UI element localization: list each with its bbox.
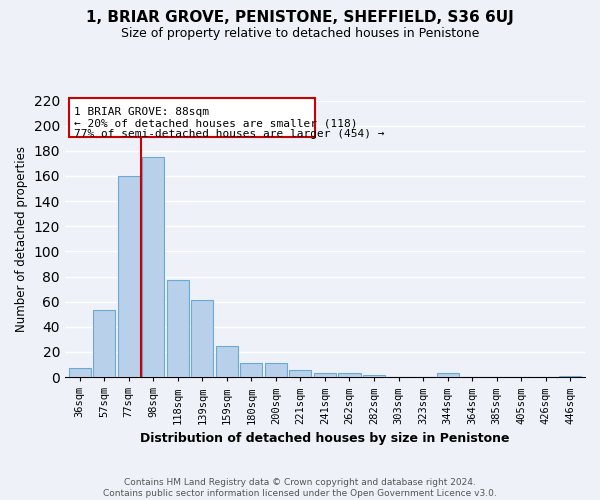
- Bar: [241, 364, 262, 377]
- Bar: [363, 374, 385, 377]
- Text: 1 BRIAR GROVE: 88sqm: 1 BRIAR GROVE: 88sqm: [74, 107, 209, 117]
- Text: 77% of semi-detached houses are larger (454) →: 77% of semi-detached houses are larger (…: [74, 129, 384, 139]
- Text: Contains HM Land Registry data © Crown copyright and database right 2024.
Contai: Contains HM Land Registry data © Crown c…: [103, 478, 497, 498]
- X-axis label: Distribution of detached houses by size in Penistone: Distribution of detached houses by size …: [140, 432, 510, 445]
- FancyBboxPatch shape: [68, 98, 315, 137]
- Bar: [437, 374, 458, 377]
- Bar: [289, 370, 311, 377]
- Bar: [68, 368, 91, 377]
- Bar: [265, 364, 287, 377]
- Bar: [93, 310, 115, 377]
- Y-axis label: Number of detached properties: Number of detached properties: [15, 146, 28, 332]
- Text: Size of property relative to detached houses in Penistone: Size of property relative to detached ho…: [121, 28, 479, 40]
- Bar: [118, 176, 140, 377]
- Bar: [314, 374, 336, 377]
- Bar: [559, 376, 581, 377]
- Text: ← 20% of detached houses are smaller (118): ← 20% of detached houses are smaller (11…: [74, 118, 357, 128]
- Bar: [338, 374, 361, 377]
- Bar: [191, 300, 214, 377]
- Bar: [167, 280, 189, 377]
- Text: 1, BRIAR GROVE, PENISTONE, SHEFFIELD, S36 6UJ: 1, BRIAR GROVE, PENISTONE, SHEFFIELD, S3…: [86, 10, 514, 25]
- Bar: [142, 157, 164, 377]
- Bar: [216, 346, 238, 377]
